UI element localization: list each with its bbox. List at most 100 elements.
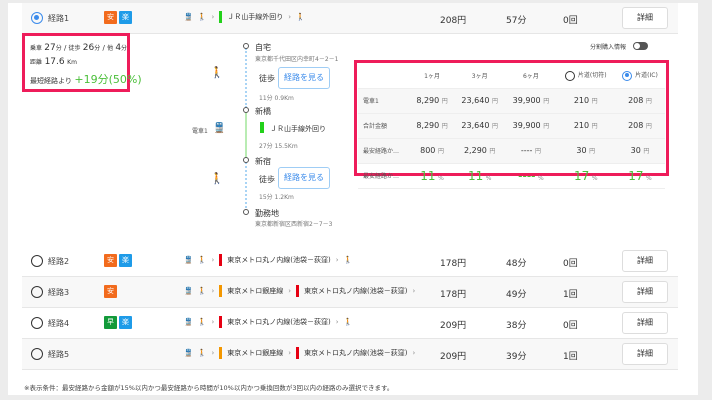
- line-name: 東京メトロ丸ノ内線(池袋－荻窪): [227, 318, 331, 326]
- fare-unit: 円: [441, 123, 448, 130]
- view-route-button[interactable]: 経路を見る: [278, 67, 330, 89]
- route-transfers: 0回: [563, 259, 578, 269]
- walk-icon: 🚶: [343, 318, 353, 326]
- route-time: 39分: [506, 352, 527, 362]
- fare-unit: %: [591, 174, 598, 182]
- line-color-bar: [219, 11, 223, 23]
- detail-button[interactable]: 詳細: [622, 343, 668, 365]
- line-color-bar: [296, 347, 300, 359]
- route-price: 209円: [440, 352, 467, 362]
- line-color-bar: [219, 285, 223, 297]
- route-badge: 安: [104, 254, 117, 267]
- fare-value: 800: [420, 146, 436, 155]
- walk-line: [245, 48, 247, 108]
- line-color-bar: [296, 285, 300, 297]
- route-row[interactable]: 経路1 安楽 🚆 🚶 › ＪＲ山手線外回り › 🚶 208円 57分 0回 詳細: [22, 3, 678, 34]
- segment-info: 15分 1.2Km: [259, 194, 294, 201]
- route-row[interactable]: 経路4 早楽 🚆 🚶 › 東京メトロ丸ノ内線(池袋－荻窪) › 🚶 209円 38分 0回 詳細: [22, 308, 678, 339]
- route-badge: 楽: [119, 11, 132, 24]
- other-minutes: 4: [115, 43, 122, 53]
- fare-row-label: 最安経路か…: [358, 163, 410, 189]
- route-radio[interactable]: [31, 317, 43, 329]
- fare-value: 23,640: [461, 121, 490, 130]
- chevron-right-icon: ›: [211, 256, 215, 264]
- walk-icon: 🚶: [197, 13, 207, 21]
- view-route-button[interactable]: 経路を見る: [278, 167, 330, 189]
- walk-icon: 🚶: [197, 318, 207, 326]
- footnote: ※表示条件：最安経路から金額が15%以内かつ最安経路から時間が10%以内かつ乗換…: [24, 384, 394, 392]
- fare-row: 最安経路か… 11 % 11 % ---- % 17 % 17 %: [358, 163, 665, 189]
- fare-row-label: 電車1: [358, 88, 410, 114]
- detail-button[interactable]: 詳細: [622, 7, 668, 29]
- distance-value: 17.6: [44, 57, 65, 67]
- route-time: 48分: [506, 259, 527, 269]
- oneway-radio[interactable]: [622, 70, 633, 81]
- diff-value: +19分(50%): [74, 73, 142, 86]
- unit: 分: [55, 45, 62, 52]
- empty-cell: [358, 63, 410, 89]
- route-radio[interactable]: [31, 12, 43, 24]
- walk-icon: 🚶: [296, 13, 305, 21]
- fare-unit: 円: [543, 98, 550, 105]
- fare-header-label: 3ヶ月: [471, 72, 488, 80]
- distance: 距離 17.6 Km: [30, 57, 77, 67]
- detail-button[interactable]: 詳細: [622, 281, 668, 303]
- fare-header[interactable]: 片道(切符): [556, 63, 615, 89]
- oneway-radio[interactable]: [564, 70, 575, 81]
- fare-header: 3ヶ月: [454, 63, 506, 89]
- route-time: 57分: [506, 16, 527, 26]
- chevron-right-icon: ›: [288, 287, 292, 295]
- distance-label: 距離: [30, 59, 43, 66]
- train-line-name: ＪＲ山手線外回り: [270, 125, 326, 133]
- fare-cell: 210 円: [556, 113, 615, 139]
- detail-button[interactable]: 詳細: [622, 312, 668, 334]
- chevron-right-icon: ›: [211, 318, 215, 326]
- split-purchase-toggle[interactable]: [633, 42, 648, 50]
- line-color-bar: [219, 347, 223, 359]
- route-row[interactable]: 経路3 安 🚆 🚶 › 東京メトロ銀座線 › 東京メトロ丸ノ内線(池袋－荻窪) › 178円 49…: [22, 277, 678, 308]
- fare-value: 23,640: [461, 96, 490, 105]
- fare-unit: 円: [534, 148, 541, 155]
- chevron-right-icon: ›: [335, 318, 339, 326]
- route-row[interactable]: 経路5 🚆 🚶 › 東京メトロ銀座線 › 東京メトロ丸ノ内線(池袋－荻窪) › 209円 39分…: [22, 339, 678, 370]
- detail-button[interactable]: 詳細: [622, 250, 668, 272]
- fare-unit: 円: [643, 148, 650, 155]
- chevron-right-icon: ›: [412, 287, 416, 295]
- line-name: 東京メトロ銀座線: [227, 349, 284, 357]
- diff: 最短経路より +19分(50%): [30, 71, 142, 87]
- train-icon: 🚆: [213, 123, 226, 134]
- route-price: 208円: [440, 16, 467, 26]
- fare-value: 11: [467, 168, 484, 183]
- station-address: 東京都千代田区内幸町4－2－1: [255, 56, 339, 63]
- route-radio[interactable]: [31, 348, 43, 360]
- fare-value: 208: [628, 96, 644, 105]
- route-row[interactable]: 経路2 安楽 🚆 🚶 › 東京メトロ丸ノ内線(池袋－荻窪) › 🚶 178円 48分 0回 詳細: [22, 246, 678, 277]
- fare-cell: 11 %: [410, 163, 455, 189]
- fare-row-label: 最安経路か…: [358, 138, 410, 164]
- fare-cell: 210 円: [556, 88, 615, 114]
- line-name: 東京メトロ丸ノ内線(池袋－荻窪): [227, 256, 331, 264]
- fare-header[interactable]: 片道(IC): [614, 63, 665, 89]
- train-icon: 🚆: [184, 13, 193, 21]
- fare-header-label: 6ヶ月: [523, 72, 539, 80]
- fare-unit: 円: [491, 123, 498, 130]
- route-segments: 🚆 🚶 › 東京メトロ丸ノ内線(池袋－荻窪) › 🚶: [184, 316, 352, 328]
- train-line: [245, 110, 247, 160]
- train-icon: 🚆: [184, 256, 193, 264]
- fare-row: 合計金額 8,290 円 23,640 円 39,900 円 210 円 208 円: [358, 113, 665, 139]
- route-transfers: 1回: [563, 352, 578, 362]
- fare-value: 210: [573, 96, 590, 105]
- fare-cell: 800 円: [410, 138, 455, 164]
- fare-cell: 30 円: [556, 138, 615, 164]
- fare-unit: 円: [591, 98, 598, 105]
- unit: 分: [121, 45, 128, 52]
- fare-cell: 39,900 円: [505, 88, 557, 114]
- route-radio[interactable]: [31, 286, 43, 298]
- fare-unit: 円: [543, 123, 550, 130]
- route-radio[interactable]: [31, 255, 43, 267]
- fare-value: 208: [628, 121, 644, 130]
- route-badge: 楽: [119, 316, 132, 329]
- route-badge: 楽: [119, 254, 132, 267]
- route-time: 38分: [506, 321, 527, 331]
- walk-icon: 🚶: [197, 287, 207, 295]
